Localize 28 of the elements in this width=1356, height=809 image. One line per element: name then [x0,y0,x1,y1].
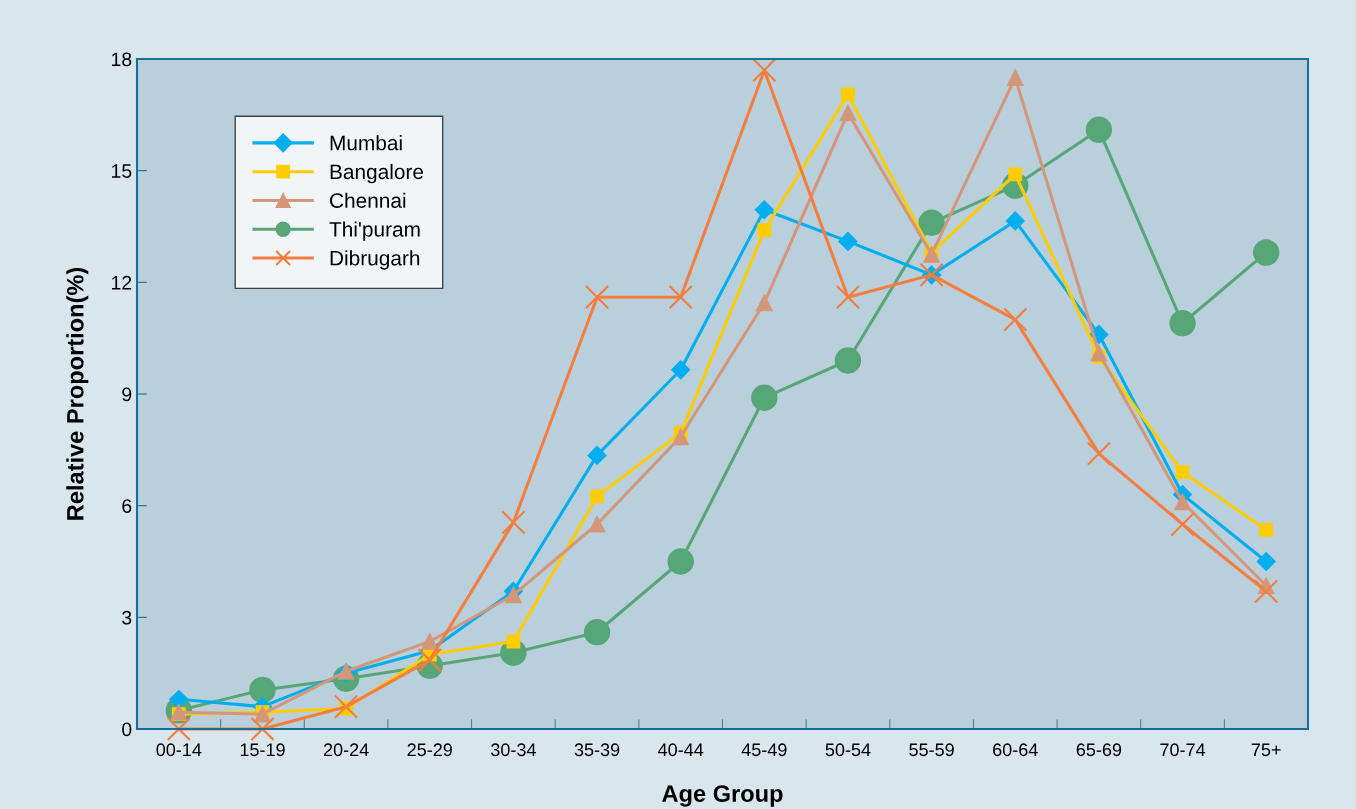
y-tick-label: 9 [122,387,132,402]
x-tick-label: 45-49 [741,743,787,757]
x-tick-label: 25-29 [407,743,452,757]
y-tick-label: 12 [112,275,132,290]
y-axis-title: Relative Proportion(%) [66,267,89,520]
legend-label: Mumbai [330,135,402,151]
x-tick-label: 40-44 [658,743,704,757]
x-tick-label: 55-59 [909,743,954,757]
legend-label: Chennai [330,192,406,208]
x-tick-label: 15-19 [240,743,285,757]
legend-label: Bangalore [330,163,424,184]
x-tick-label: 65-69 [1076,743,1122,757]
y-tick-label: 0 [122,722,132,737]
x-tick-label: 60-64 [993,743,1038,757]
legend-label: Dibrugarh [330,250,420,270]
x-tick-label: 00-14 [156,743,202,757]
x-tick-label: 50-54 [825,743,871,757]
x-tick-label: 75+ [1251,743,1281,757]
y-tick-label: 6 [122,499,132,513]
x-axis-title: Age Group [662,785,783,807]
x-tick-label: 35-39 [574,743,620,757]
y-tick-label: 3 [122,610,132,625]
x-tick-label: 30-34 [490,743,536,757]
x-tick-label: 20-24 [323,743,369,757]
y-tick-label: 15 [112,164,132,178]
x-tick-label: 70-74 [1160,743,1206,757]
y-tick-label: 18 [112,52,132,67]
legend-label: Thi'puram [329,221,420,241]
